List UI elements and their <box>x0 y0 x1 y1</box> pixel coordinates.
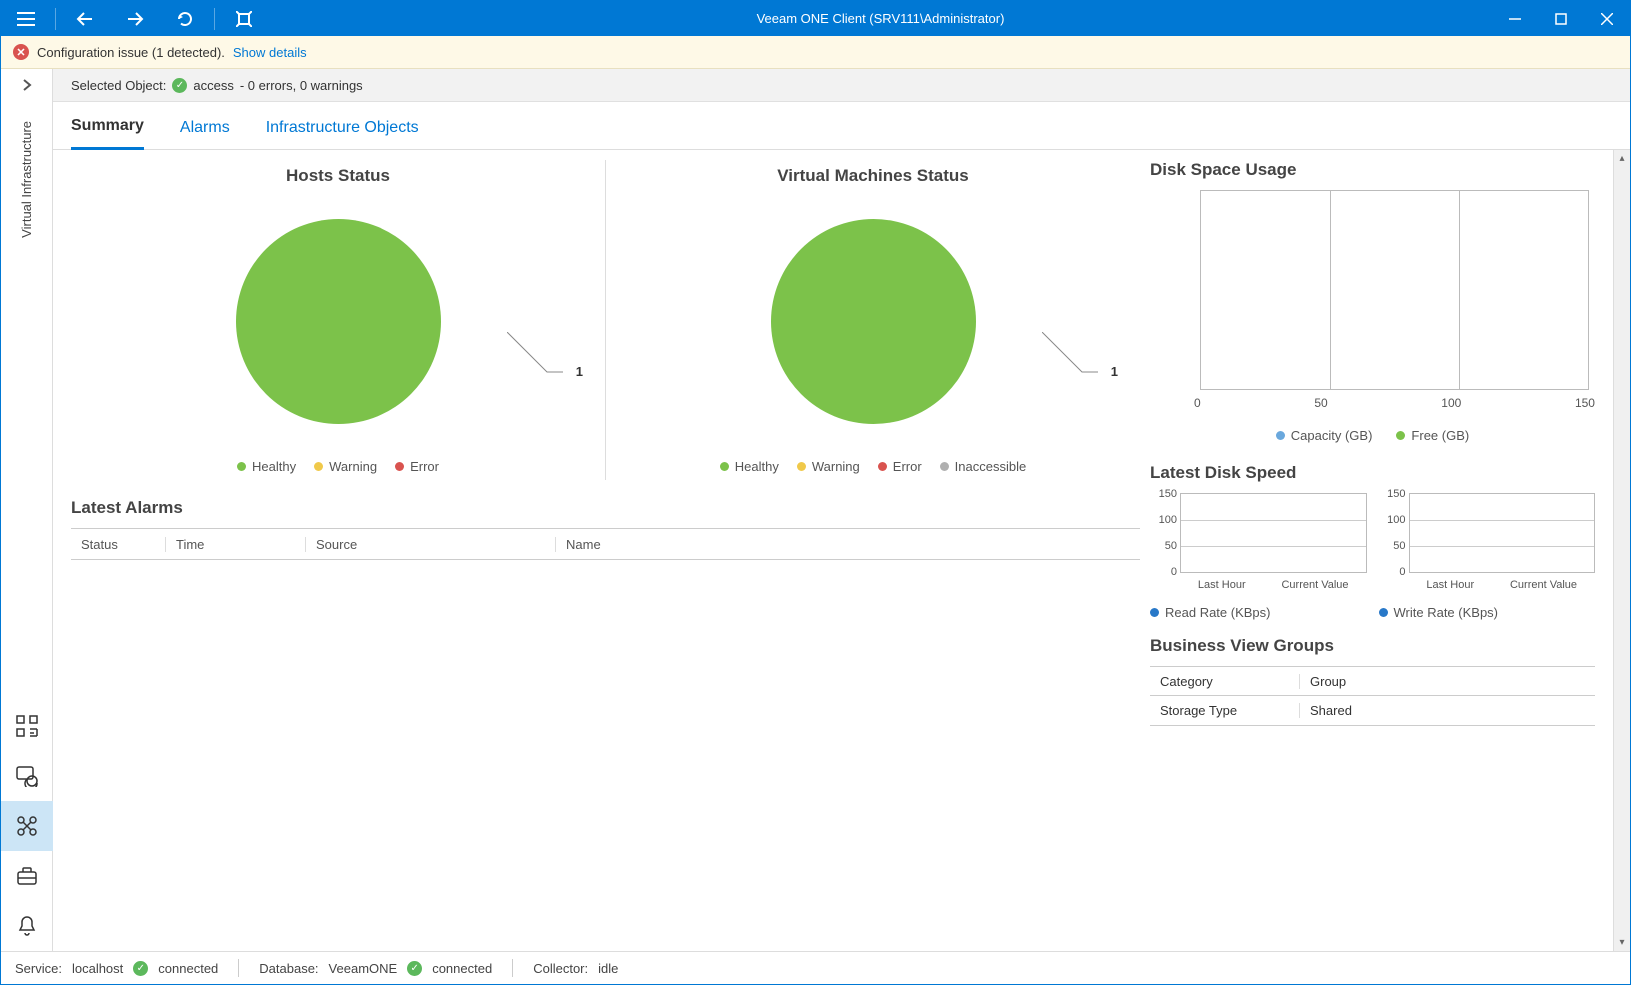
hamburger-menu-icon[interactable] <box>1 1 51 36</box>
write-rate-chart: 150100500 <box>1409 493 1596 573</box>
rail-briefcase-icon[interactable] <box>1 851 53 901</box>
rail-label: Virtual Infrastructure <box>19 101 34 258</box>
legend-item: Healthy <box>237 459 296 474</box>
check-icon: ✓ <box>133 961 148 976</box>
selected-object-name: access <box>193 78 233 93</box>
legend-item: Warning <box>797 459 860 474</box>
disk-space-chart <box>1200 190 1589 390</box>
vm-status-panel: Virtual Machines Status 1 Healthy Warning… <box>606 160 1140 480</box>
disk-space-title: Disk Space Usage <box>1150 160 1595 180</box>
fullscreen-icon[interactable] <box>219 1 269 36</box>
notification-text: Configuration issue (1 detected). <box>37 45 225 60</box>
vm-legend: Healthy Warning Error Inaccessible <box>720 447 1026 480</box>
latest-alarms-panel: Latest Alarms StatusTimeSourceName <box>71 498 1140 560</box>
status-bar: Service: localhost ✓ connected Database:… <box>1 951 1630 984</box>
disk-space-panel: Disk Space Usage 050100150 Capacity (GB)… <box>1150 160 1595 447</box>
callout-line <box>507 332 567 392</box>
bv-cell-group: Shared <box>1300 703 1595 718</box>
hosts-legend: Healthy Warning Error <box>237 447 439 480</box>
read-rate-label: Read Rate (KBps) <box>1165 605 1271 620</box>
maximize-icon[interactable] <box>1538 1 1584 36</box>
service-host: localhost <box>72 961 123 976</box>
bv-table-header: Category Group <box>1150 666 1595 696</box>
expand-rail-icon[interactable] <box>1 69 52 101</box>
scroll-down-icon[interactable]: ▾ <box>1614 934 1630 951</box>
bv-cell-category: Storage Type <box>1150 703 1300 718</box>
nav-forward-icon[interactable] <box>110 1 160 36</box>
hosts-pie-value: 1 <box>576 364 583 379</box>
legend-item: Healthy <box>720 459 779 474</box>
business-view-panel: Business View Groups Category Group Stor… <box>1150 636 1595 726</box>
legend-item: Capacity (GB) <box>1276 428 1373 443</box>
disk-space-legend: Capacity (GB) Free (GB) <box>1150 410 1595 447</box>
bv-col-category: Category <box>1150 674 1300 689</box>
legend-item: Warning <box>314 459 377 474</box>
db-status: connected <box>432 961 492 976</box>
vertical-scrollbar[interactable]: ▴ ▾ <box>1613 150 1630 951</box>
write-rate-chart-panel: 150100500 Last HourCurrent Value Write R… <box>1379 493 1596 620</box>
vm-status-title: Virtual Machines Status <box>777 166 968 186</box>
rail-bell-icon[interactable] <box>1 901 53 951</box>
callout-line <box>1042 332 1102 392</box>
tab-alarms[interactable]: Alarms <box>180 107 230 149</box>
vm-pie-value: 1 <box>1111 364 1118 379</box>
alarm-column-header[interactable]: Name <box>556 537 1140 552</box>
tab-infrastructure-objects[interactable]: Infrastructure Objects <box>266 107 419 149</box>
refresh-icon[interactable] <box>160 1 210 36</box>
selected-object-status: - 0 errors, 0 warnings <box>240 78 363 93</box>
legend-item: Error <box>395 459 439 474</box>
collector-status: idle <box>598 961 618 976</box>
minimize-icon[interactable] <box>1492 1 1538 36</box>
collector-label: Collector: <box>533 961 588 976</box>
write-rate-label: Write Rate (KBps) <box>1394 605 1499 620</box>
alarm-column-header[interactable]: Time <box>166 537 306 552</box>
bv-table-row[interactable]: Storage Type Shared <box>1150 696 1595 726</box>
: Database: <box>259 961 318 976</box>
rail-network-icon[interactable] <box>1 801 53 851</box>
db-name: VeeamONE <box>329 961 398 976</box>
nav-back-icon[interactable] <box>60 1 110 36</box>
read-rate-xlabels: Last HourCurrent Value <box>1180 579 1367 591</box>
check-icon: ✓ <box>407 961 422 976</box>
left-rail: Virtual Infrastructure <box>1 69 53 951</box>
rail-qrcode-icon[interactable] <box>1 701 53 751</box>
business-view-title: Business View Groups <box>1150 636 1595 656</box>
close-icon[interactable] <box>1584 1 1630 36</box>
selected-object-bar: Selected Object: ✓ access - 0 errors, 0 … <box>53 69 1630 102</box>
read-rate-legend: Read Rate (KBps) <box>1150 591 1367 620</box>
read-rate-chart-panel: 150100500 Last HourCurrent Value Read Ra… <box>1150 493 1367 620</box>
service-label: Service: <box>15 961 62 976</box>
hosts-pie-chart <box>236 219 441 424</box>
tab-summary[interactable]: Summary <box>71 105 144 150</box>
check-icon: ✓ <box>172 78 187 93</box>
rail-host-icon[interactable] <box>1 751 53 801</box>
hosts-status-panel: Hosts Status 1 Healthy Warning Error <box>71 160 606 480</box>
notification-bar: ✕ Configuration issue (1 detected). Show… <box>1 36 1630 69</box>
service-status: connected <box>158 961 218 976</box>
alarm-table-header: StatusTimeSourceName <box>71 528 1140 560</box>
legend-item: Free (GB) <box>1396 428 1469 443</box>
hosts-status-title: Hosts Status <box>286 166 390 186</box>
show-details-link[interactable]: Show details <box>233 45 307 60</box>
alarm-column-header[interactable]: Source <box>306 537 556 552</box>
alarm-column-header[interactable]: Status <box>71 537 166 552</box>
latest-alarms-title: Latest Alarms <box>71 498 1140 518</box>
write-rate-xlabels: Last HourCurrent Value <box>1409 579 1596 591</box>
vm-pie-chart <box>771 219 976 424</box>
write-rate-legend: Write Rate (KBps) <box>1379 591 1596 620</box>
legend-item: Error <box>878 459 922 474</box>
disk-speed-title: Latest Disk Speed <box>1150 463 1595 483</box>
bv-col-group: Group <box>1300 674 1595 689</box>
selected-object-label: Selected Object: <box>71 78 166 93</box>
legend-item: Inaccessible <box>940 459 1027 474</box>
tab-bar: Summary Alarms Infrastructure Objects <box>53 102 1630 150</box>
error-icon: ✕ <box>13 44 29 60</box>
title-bar: Veeam ONE Client (SRV111\Administrator) <box>1 1 1630 36</box>
disk-space-xlabels: 050100150 <box>1194 396 1595 410</box>
disk-speed-panel: Latest Disk Speed 150100500 Last HourCur… <box>1150 463 1595 620</box>
read-rate-chart: 150100500 <box>1180 493 1367 573</box>
window-title: Veeam ONE Client (SRV111\Administrator) <box>269 11 1492 26</box>
scroll-up-icon[interactable]: ▴ <box>1614 150 1630 167</box>
